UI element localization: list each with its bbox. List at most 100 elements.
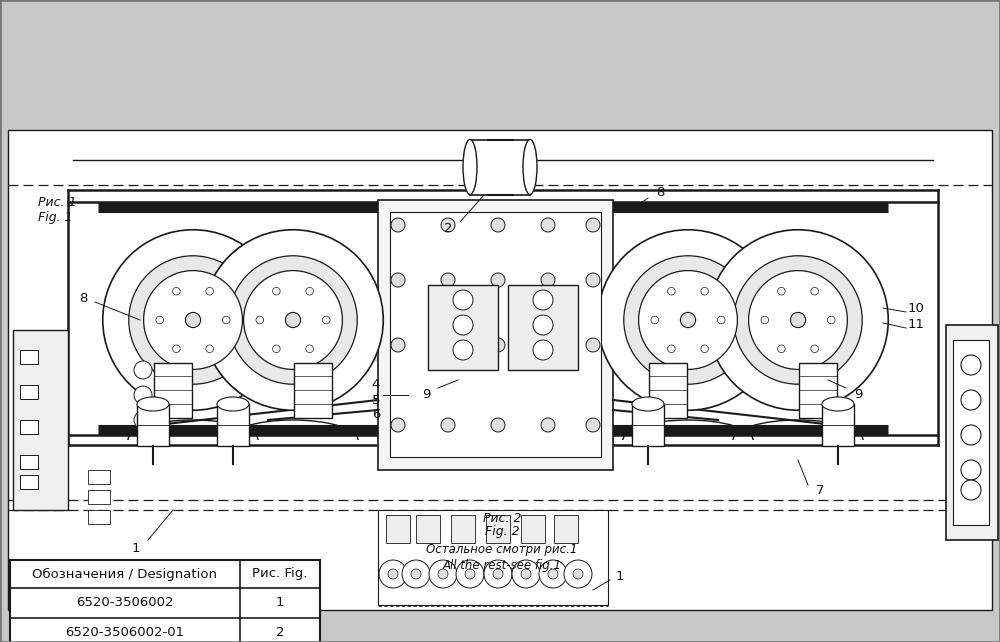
Ellipse shape bbox=[749, 270, 847, 369]
Ellipse shape bbox=[217, 397, 249, 411]
Circle shape bbox=[493, 569, 503, 579]
Circle shape bbox=[391, 218, 405, 232]
Circle shape bbox=[438, 569, 448, 579]
Circle shape bbox=[541, 218, 555, 232]
Circle shape bbox=[391, 273, 405, 287]
Circle shape bbox=[441, 418, 455, 432]
Circle shape bbox=[961, 425, 981, 445]
Bar bbox=[20, 455, 38, 469]
Circle shape bbox=[134, 411, 152, 429]
Circle shape bbox=[222, 317, 230, 324]
Bar bbox=[20, 475, 38, 489]
Circle shape bbox=[533, 315, 553, 335]
Circle shape bbox=[680, 313, 696, 327]
Circle shape bbox=[761, 317, 769, 324]
Circle shape bbox=[717, 317, 725, 324]
Circle shape bbox=[273, 345, 280, 352]
Bar bbox=[470, 140, 530, 195]
Circle shape bbox=[256, 317, 264, 324]
Circle shape bbox=[651, 317, 659, 324]
Text: 2: 2 bbox=[444, 221, 452, 234]
Circle shape bbox=[285, 313, 301, 327]
Bar bbox=[953, 340, 989, 525]
Bar bbox=[632, 404, 664, 446]
Circle shape bbox=[402, 560, 430, 588]
Circle shape bbox=[961, 390, 981, 410]
Ellipse shape bbox=[639, 270, 737, 369]
Circle shape bbox=[548, 569, 558, 579]
Bar bbox=[451, 515, 475, 543]
Circle shape bbox=[491, 418, 505, 432]
Ellipse shape bbox=[624, 256, 752, 384]
Text: ПЛАНЕТА ЖЕЛЕЗЯКА: ПЛАНЕТА ЖЕЛЕЗЯКА bbox=[215, 329, 761, 372]
Text: 5: 5 bbox=[372, 394, 380, 406]
Text: 6520-3506002-01: 6520-3506002-01 bbox=[65, 627, 185, 639]
Text: 4: 4 bbox=[372, 379, 380, 392]
Circle shape bbox=[586, 273, 600, 287]
Ellipse shape bbox=[708, 230, 888, 410]
Text: 9: 9 bbox=[422, 388, 430, 401]
Circle shape bbox=[453, 340, 473, 360]
Bar bbox=[154, 363, 192, 418]
Text: 1: 1 bbox=[276, 596, 284, 609]
Circle shape bbox=[134, 386, 152, 404]
Circle shape bbox=[541, 418, 555, 432]
Circle shape bbox=[961, 355, 981, 375]
Bar bbox=[10, 560, 320, 642]
Bar bbox=[649, 363, 687, 418]
Circle shape bbox=[533, 340, 553, 360]
Circle shape bbox=[273, 288, 280, 295]
Circle shape bbox=[206, 288, 213, 295]
Circle shape bbox=[322, 317, 330, 324]
Circle shape bbox=[491, 338, 505, 352]
Bar bbox=[8, 130, 992, 610]
Circle shape bbox=[441, 218, 455, 232]
Bar bbox=[137, 404, 169, 446]
Bar bbox=[20, 385, 38, 399]
Bar bbox=[294, 363, 332, 418]
Bar bbox=[378, 200, 613, 470]
Ellipse shape bbox=[229, 256, 357, 384]
Ellipse shape bbox=[632, 397, 664, 411]
Circle shape bbox=[539, 560, 567, 588]
Text: 1: 1 bbox=[132, 541, 140, 555]
Text: 6: 6 bbox=[372, 408, 380, 422]
Circle shape bbox=[811, 288, 818, 295]
Circle shape bbox=[512, 560, 540, 588]
Circle shape bbox=[388, 569, 398, 579]
Text: 9: 9 bbox=[854, 388, 862, 401]
Bar bbox=[416, 515, 440, 543]
Circle shape bbox=[306, 288, 313, 295]
Circle shape bbox=[156, 317, 164, 324]
Circle shape bbox=[206, 345, 213, 352]
Ellipse shape bbox=[137, 397, 169, 411]
Text: Рис. 2: Рис. 2 bbox=[483, 512, 521, 525]
Bar bbox=[946, 325, 998, 540]
Bar bbox=[799, 363, 837, 418]
Circle shape bbox=[811, 345, 818, 352]
Circle shape bbox=[790, 313, 806, 327]
Circle shape bbox=[484, 560, 512, 588]
Bar bbox=[13, 330, 68, 510]
Ellipse shape bbox=[244, 270, 342, 369]
Circle shape bbox=[491, 273, 505, 287]
Circle shape bbox=[541, 338, 555, 352]
Bar bbox=[378, 510, 608, 605]
Ellipse shape bbox=[822, 397, 854, 411]
Circle shape bbox=[533, 290, 553, 310]
Circle shape bbox=[541, 273, 555, 287]
Bar bbox=[88, 510, 110, 524]
Bar bbox=[390, 212, 601, 457]
Text: 6520-3506002: 6520-3506002 bbox=[76, 596, 174, 609]
Circle shape bbox=[573, 569, 583, 579]
Ellipse shape bbox=[463, 139, 477, 195]
Text: 8: 8 bbox=[79, 291, 87, 304]
Circle shape bbox=[429, 560, 457, 588]
Circle shape bbox=[173, 345, 180, 352]
Text: 8: 8 bbox=[656, 186, 664, 198]
Bar bbox=[508, 285, 578, 370]
Ellipse shape bbox=[129, 256, 257, 384]
Circle shape bbox=[441, 273, 455, 287]
Circle shape bbox=[778, 288, 785, 295]
Bar bbox=[217, 404, 249, 446]
